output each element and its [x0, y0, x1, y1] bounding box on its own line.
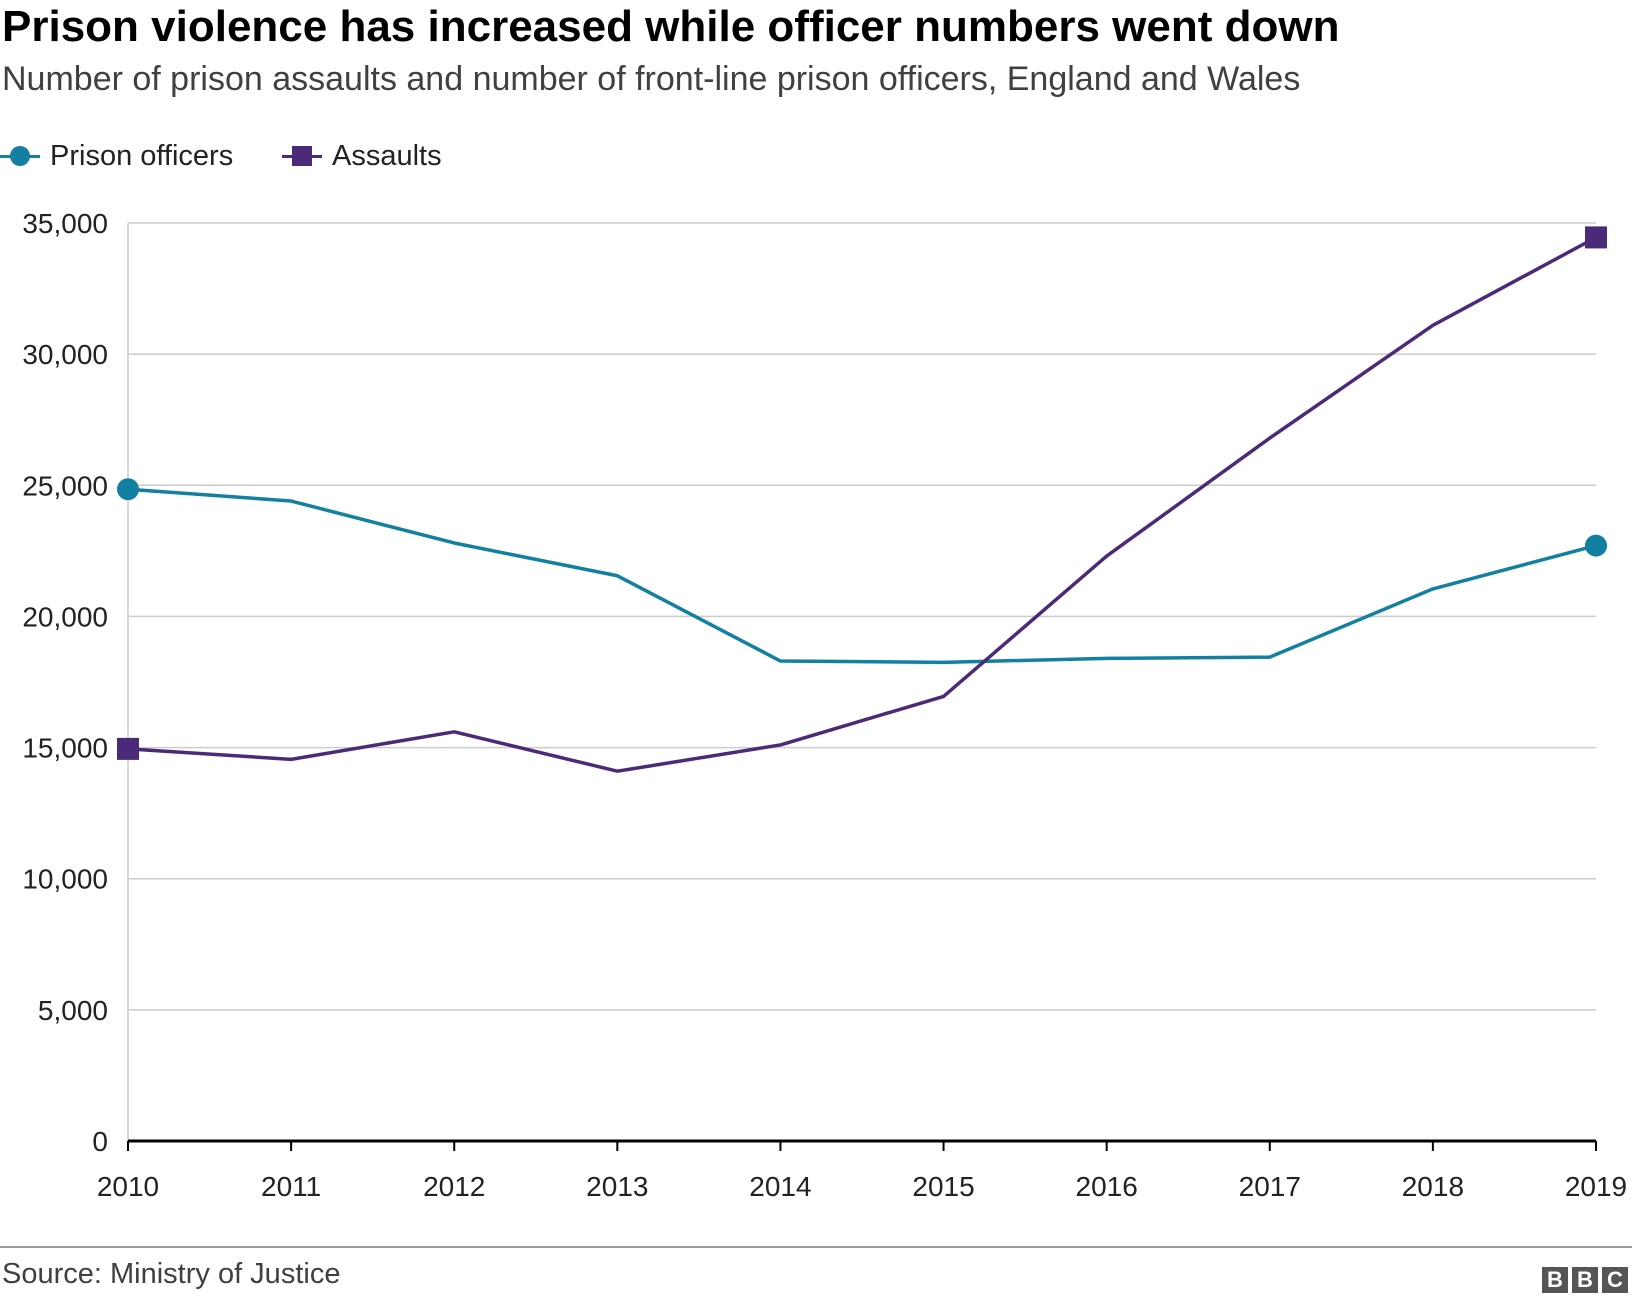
x-tick-label: 2016 [1076, 1171, 1138, 1200]
x-tick-label: 2014 [749, 1171, 811, 1200]
legend-item-prison-officers: Prison officers [0, 136, 233, 176]
x-tick-label: 2017 [1239, 1171, 1301, 1200]
footer-divider [0, 1246, 1632, 1248]
y-tick-label: 5,000 [38, 995, 108, 1026]
series-line-officers [127, 487, 1597, 665]
y-tick-label: 35,000 [22, 208, 108, 239]
y-tick-label: 30,000 [22, 339, 108, 370]
x-tick-label: 2010 [97, 1171, 159, 1200]
legend-item-assaults: Assaults [282, 136, 442, 176]
marker-assaults [117, 737, 139, 760]
line-chart: 0 5,000 10,000 15,000 20,000 25,000 30,000 35,0… [22, 208, 1627, 1200]
x-tick-label: 2012 [423, 1171, 485, 1200]
y-tick-label: 20,000 [22, 601, 108, 632]
x-tick-label: 2013 [586, 1171, 648, 1200]
legend-square-marker-icon [282, 136, 322, 176]
legend-circle-marker-icon [0, 136, 40, 176]
x-tick-label: 2019 [1565, 1171, 1627, 1200]
series-line-assaults [127, 235, 1597, 773]
chart-title: Prison violence has increased while offi… [2, 2, 1340, 51]
y-tick-label: 10,000 [22, 864, 108, 895]
y-tick-label: 25,000 [22, 470, 108, 501]
source-note: Source: Ministry of Justice [2, 1258, 341, 1290]
marker-officers [117, 478, 139, 501]
logo-letter: C [1602, 1267, 1628, 1293]
marker-assaults [1585, 226, 1607, 249]
x-tick-label: 2018 [1402, 1171, 1464, 1200]
bbc-logo: B B C [1542, 1267, 1628, 1293]
marker-officers [1585, 534, 1607, 557]
legend-label-assaults: Assaults [332, 139, 442, 172]
logo-letter: B [1572, 1267, 1598, 1293]
y-tick-label: 15,000 [22, 733, 108, 764]
x-tick-label: 2011 [261, 1171, 321, 1200]
y-tick-label: 0 [92, 1126, 108, 1157]
legend-label-prison-officers: Prison officers [50, 139, 234, 172]
chart-subtitle: Number of prison assaults and number of … [2, 60, 1301, 98]
logo-letter: B [1542, 1267, 1568, 1293]
x-tick-label: 2015 [912, 1171, 974, 1200]
